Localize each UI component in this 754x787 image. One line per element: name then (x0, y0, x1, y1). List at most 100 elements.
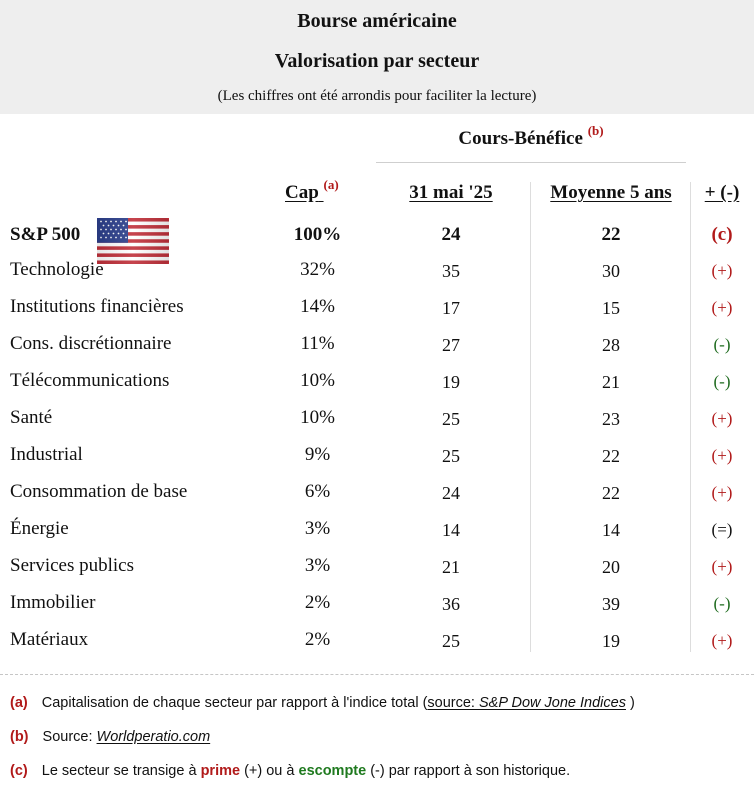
sector-cap: 6% (304, 481, 331, 502)
sector-pe-current: 19 (442, 372, 460, 392)
sector-signal: (+) (711, 409, 733, 428)
sector-pe-current: 17 (442, 298, 460, 318)
sector-name: Industrial (10, 444, 83, 465)
sector-cap: 2% (304, 629, 331, 650)
pe-average-header: Moyenne 5 ans (550, 182, 672, 203)
sector-pe-average: 22 (602, 446, 620, 466)
index-pe-average: 22 (601, 224, 621, 245)
sector-signal: (+) (711, 261, 733, 280)
sector-name: Consommation de base (10, 481, 188, 502)
sector-cap: 10% (300, 407, 335, 428)
sector-pe-current: 14 (442, 520, 460, 540)
footnote-a-source-name: S&P Dow Jone Indices (479, 695, 626, 711)
index-pe-current: 24 (441, 224, 461, 245)
sector-pe-average: 15 (602, 298, 620, 318)
sector-cap: 3% (304, 518, 331, 539)
footnote-c-text-start: Le secteur se transige à (41, 763, 201, 779)
sector-cap: 9% (304, 444, 331, 465)
note-a-marker: (a) (323, 177, 339, 192)
footnote-b-source-link[interactable]: Worldperatio.com (96, 729, 211, 745)
sector-signal: (-) (713, 372, 731, 391)
sector-signal: (+) (711, 631, 733, 650)
sector-cap: 10% (300, 370, 335, 391)
footnote-a-source-label: source: (427, 695, 479, 711)
sector-name: Cons. discrétionnaire (10, 333, 172, 354)
sector-signal: (+) (711, 483, 733, 502)
sector-cap: 32% (300, 259, 335, 280)
sector-pe-current: 35 (442, 261, 460, 281)
sector-signal: (-) (713, 594, 731, 613)
column-divider (690, 182, 691, 652)
sector-signal: (+) (711, 446, 733, 465)
us-flag-icon (97, 218, 169, 264)
sector-pe-current: 27 (442, 335, 460, 355)
sector-pe-average: 30 (602, 261, 620, 281)
sector-pe-average: 28 (602, 335, 620, 355)
report-header: Bourse américaine Valorisation par secte… (0, 0, 754, 114)
table-row: Santé 10% 25 23 (+) (0, 400, 754, 437)
sector-pe-current: 25 (442, 409, 460, 429)
footnote-c-tag: (c) (10, 763, 28, 779)
title: Bourse américaine (297, 10, 457, 32)
signal-header: + (-) (704, 182, 740, 203)
cap-header-label: Cap (285, 182, 319, 203)
column-divider (530, 182, 531, 652)
footnote-c: (c) Le secteur se transige à prime (+) o… (10, 763, 570, 779)
table-row: Matériaux 2% 25 19 (+) (0, 622, 754, 659)
footnote-b: (b) Source: Worldperatio.com (10, 729, 210, 745)
sector-name: Services publics (10, 555, 135, 576)
sector-pe-current: 24 (442, 483, 460, 503)
index-label: S&P 500 (10, 224, 81, 245)
escompte-label: escompte (298, 763, 367, 779)
sector-pe-average: 19 (602, 631, 620, 651)
table-row: Immobilier 2% 36 39 (-) (0, 585, 754, 622)
sector-pe-current: 21 (442, 557, 460, 577)
sector-cap: 14% (300, 296, 335, 317)
footnote-b-text: Source: (42, 729, 97, 745)
sector-name: Matériaux (10, 629, 89, 650)
table-row: Consommation de base 6% 24 22 (+) (0, 474, 754, 511)
footnotes-divider (0, 674, 754, 675)
sector-cap: 3% (304, 555, 331, 576)
rounding-note: (Les chiffres ont été arrondis pour faci… (217, 88, 537, 104)
sector-signal: (=) (711, 520, 733, 539)
sector-name: Institutions financières (10, 296, 184, 317)
table-row: Industrial 9% 25 22 (+) (0, 437, 754, 474)
sector-signal: (+) (711, 557, 733, 576)
index-row: S&P 500 100% 24 22 (0, 218, 754, 264)
index-signal: (c) (711, 224, 733, 245)
sector-name: Santé (10, 407, 53, 428)
table-row: Technologie 32% 35 30 (+) (0, 252, 754, 289)
pe-current-header: 31 mai '25 (409, 182, 493, 203)
group-divider (376, 162, 686, 163)
footnote-a-close: ) (625, 695, 635, 711)
table-row: Cons. discrétionnaire 11% 27 28 (-) (0, 326, 754, 363)
sector-pe-average: 20 (602, 557, 620, 577)
footnote-c-text-end: (-) par rapport à son historique. (366, 763, 571, 779)
sector-pe-average: 23 (602, 409, 620, 429)
prime-label: prime (200, 763, 241, 779)
sector-pe-current: 25 (442, 446, 460, 466)
table-row: Services publics 3% 21 20 (+) (0, 548, 754, 585)
sector-cap: 2% (304, 592, 331, 613)
cap-column-header: Cap (a) (285, 177, 339, 204)
sector-cap: 11% (300, 333, 335, 354)
pe-group-header: Cours-Bénéfice (b) (376, 123, 686, 150)
sector-pe-average: 22 (602, 483, 620, 503)
sector-pe-average: 21 (602, 372, 620, 392)
table-row: Institutions financières 14% 17 15 (+) (0, 289, 754, 326)
index-cap: 100% (293, 224, 342, 245)
footnote-c-text-mid: (+) ou à (240, 763, 299, 779)
pe-group-label: Cours-Bénéfice (458, 128, 583, 149)
footnote-a-source[interactable]: source: S&P Dow Jone Indices (427, 695, 626, 711)
sector-pe-current: 36 (442, 594, 460, 614)
footnote-a-tag: (a) (10, 695, 28, 711)
table-row: Télécommunications 10% 19 21 (-) (0, 363, 754, 400)
sector-pe-current: 25 (442, 631, 460, 651)
sector-pe-average: 14 (602, 520, 620, 540)
table-row: Énergie 3% 14 14 (=) (0, 511, 754, 548)
footnote-a-text: Capitalisation de chaque secteur par rap… (41, 695, 428, 711)
sector-signal: (+) (711, 298, 733, 317)
note-b-marker: (b) (587, 123, 604, 138)
sector-name: Énergie (10, 518, 69, 539)
